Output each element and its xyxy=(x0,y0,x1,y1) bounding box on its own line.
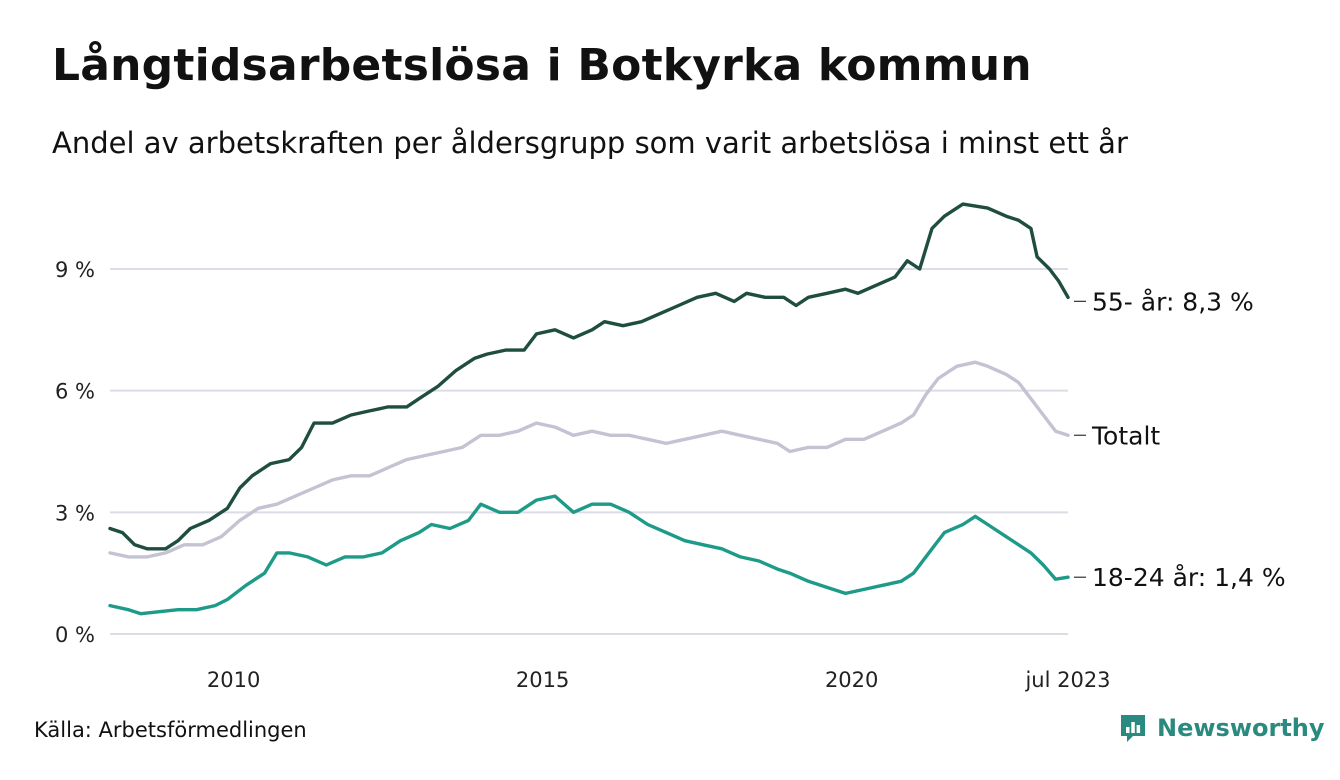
series-line xyxy=(108,360,1070,559)
y-tick-label: 3 % xyxy=(55,501,95,525)
logo-bar-2 xyxy=(1131,722,1135,733)
x-axis-ticks: 2010 2015 2020 jul 2023 xyxy=(207,668,1111,692)
y-axis-ticks: 0 % 3 % 6 % 9 % xyxy=(55,258,95,647)
series-line xyxy=(108,202,1070,551)
series-end-label: 55- år: 8,3 % xyxy=(1092,287,1254,316)
brand-name: Newsworthy xyxy=(1157,714,1325,742)
logo-bar-1 xyxy=(1126,727,1130,733)
brand: Newsworthy xyxy=(1118,713,1325,743)
y-tick-label: 6 % xyxy=(55,380,95,404)
chart-series xyxy=(108,202,1070,616)
newsworthy-logo-icon xyxy=(1121,715,1145,742)
y-tick-label: 9 % xyxy=(55,258,95,282)
source-note: Källa: Arbetsförmedlingen xyxy=(34,718,307,742)
line-chart: 0 % 3 % 6 % 9 % 2010 2015 2020 jul 2023 55- år… xyxy=(55,202,1286,692)
chart-title: Långtidsarbetslösa i Botkyrka kommun xyxy=(52,40,1032,91)
series-end-label: 18-24 år: 1,4 % xyxy=(1092,563,1286,592)
chart-subtitle: Andel av arbetskraften per åldersgrupp s… xyxy=(52,126,1128,160)
logo-bar-3 xyxy=(1136,725,1141,733)
series-end-label: Totalt xyxy=(1091,421,1160,450)
chart-grid xyxy=(110,267,1068,635)
y-tick-label: 0 % xyxy=(55,623,95,647)
series-end-labels: 55- år: 8,3 % Totalt 18-24 år: 1,4 % xyxy=(1074,287,1286,592)
x-tick-label: 2010 xyxy=(207,668,260,692)
x-tick-label: 2020 xyxy=(825,668,878,692)
x-tick-label: jul 2023 xyxy=(1024,668,1110,692)
x-tick-label: 2015 xyxy=(516,668,569,692)
series-line xyxy=(108,494,1070,616)
